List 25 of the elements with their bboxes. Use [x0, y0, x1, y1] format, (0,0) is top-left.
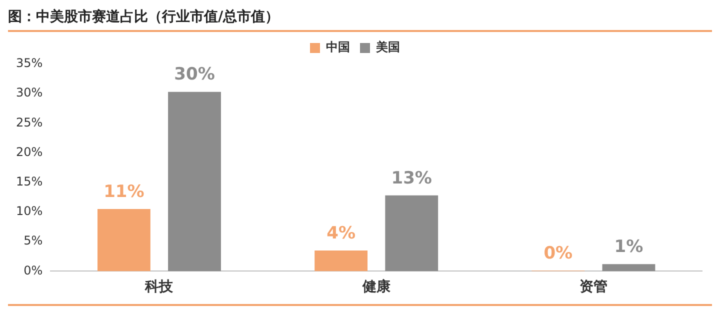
bar	[314, 250, 368, 272]
data-label: 30%	[174, 64, 215, 85]
data-label: 13%	[391, 168, 432, 188]
y-tick-label: 35%	[16, 56, 43, 70]
data-label: 1%	[614, 237, 644, 258]
bar	[602, 264, 656, 272]
y-tick-label: 10%	[16, 204, 43, 218]
y-tick-label: 15%	[16, 174, 43, 189]
legend-label: 美国	[375, 40, 400, 54]
data-label: 11%	[104, 182, 144, 202]
y-tick-label: 20%	[16, 144, 43, 159]
x-tick-label: 健康	[361, 278, 392, 296]
y-tick-label: 25%	[16, 115, 43, 130]
chart-title: 图：中美股市赛道占比（行业市值/总市值）	[8, 8, 712, 32]
y-tick-label: 5%	[24, 234, 43, 248]
legend-label: 中国	[326, 40, 350, 54]
data-label: 0%	[544, 244, 573, 264]
data-label: 4%	[326, 223, 356, 244]
x-tick-label: 科技	[144, 279, 174, 296]
bar	[97, 209, 150, 272]
bar	[385, 195, 438, 272]
y-tick-label: 30%	[16, 86, 43, 100]
x-tick-label: 资管	[579, 279, 608, 296]
bar	[168, 92, 221, 272]
y-tick-label: 0%	[24, 263, 43, 278]
